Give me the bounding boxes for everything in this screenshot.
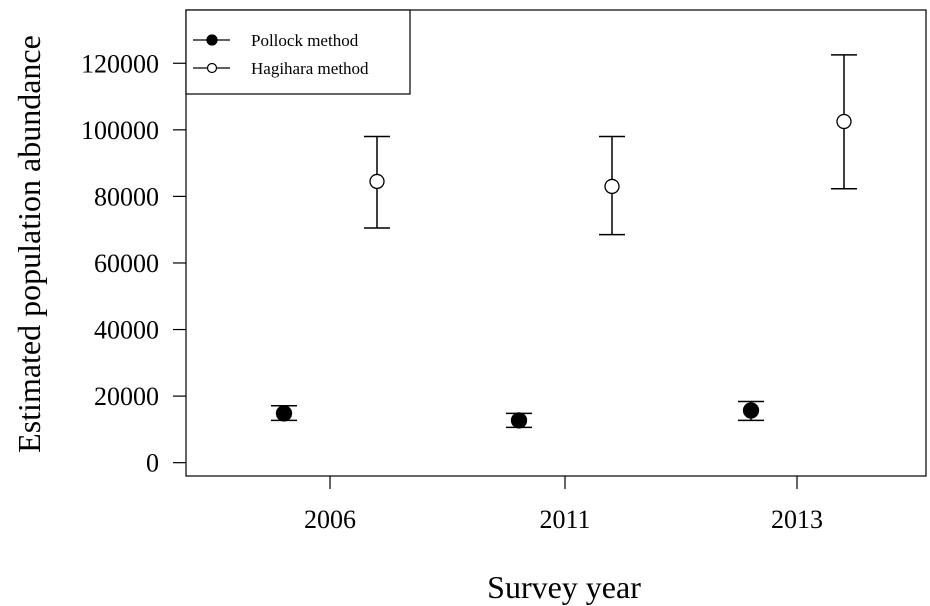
plot-area xyxy=(185,9,927,477)
legend-label: Hagihara method xyxy=(251,59,369,78)
legend-label: Pollock method xyxy=(251,31,359,50)
data-point-hagihara xyxy=(836,113,852,130)
legend-marker-open xyxy=(206,62,218,74)
y-tick-label: 20000 xyxy=(94,382,159,411)
y-tick-label: 60000 xyxy=(94,249,159,278)
x-tick-label: 2011 xyxy=(539,505,590,534)
y-axis: 0 20000 40000 60000 80000 100000 120000 xyxy=(81,49,186,478)
x-tick-label: 2006 xyxy=(304,505,356,534)
plot-frame xyxy=(185,9,927,477)
data-point-hagihara xyxy=(604,178,620,195)
legend: Pollock method Hagihara method xyxy=(185,9,411,95)
legend-box xyxy=(185,9,411,95)
x-axis-title: Survey year xyxy=(487,569,641,605)
y-axis-title: Estimated population abundance xyxy=(11,35,47,453)
data-point-hagihara xyxy=(369,173,385,190)
data-point-pollock xyxy=(510,412,528,429)
legend-marker-filled xyxy=(206,34,218,46)
y-tick-label: 40000 xyxy=(94,316,159,345)
data-point-pollock xyxy=(742,402,760,419)
x-axis: 2006 2011 2013 xyxy=(304,476,823,534)
y-tick-label: 100000 xyxy=(81,116,159,145)
y-tick-label: 80000 xyxy=(94,182,159,211)
data-point-pollock xyxy=(275,405,293,422)
data-marks xyxy=(271,54,857,429)
x-tick-label: 2013 xyxy=(771,505,823,534)
y-tick-label: 0 xyxy=(146,449,159,478)
y-tick-label: 120000 xyxy=(81,49,159,78)
